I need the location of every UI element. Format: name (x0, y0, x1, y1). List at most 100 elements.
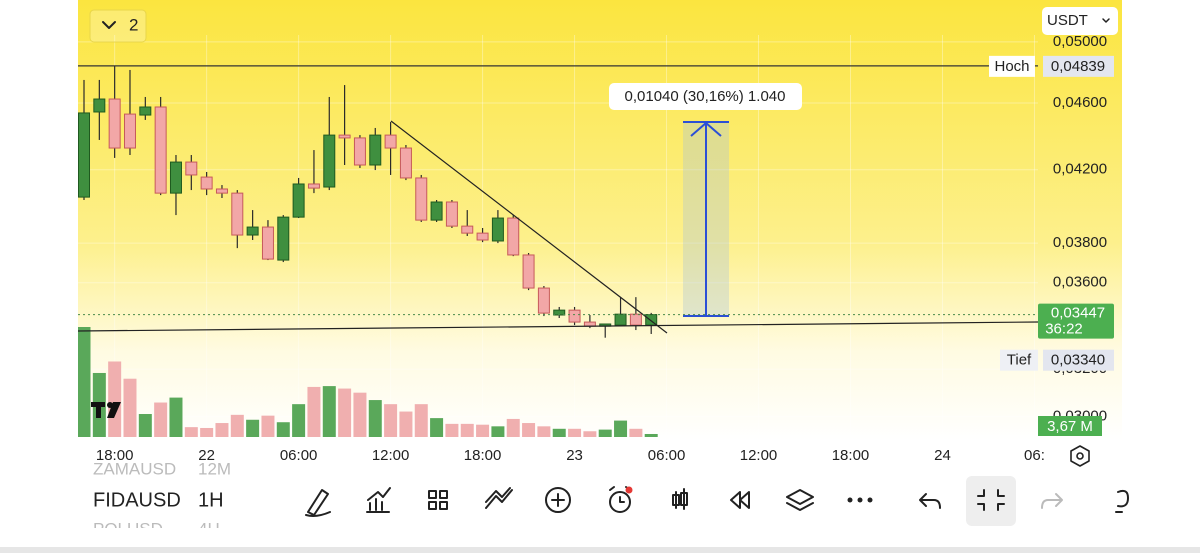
candle-body (139, 106, 152, 116)
y-tick-label: 0,04200 (1053, 161, 1107, 178)
chart-background (78, 0, 1122, 440)
candle-body (185, 161, 198, 176)
y-tick-label: 0,04600 (1053, 94, 1107, 111)
candle-body (583, 321, 596, 327)
candle-body (200, 176, 213, 190)
draw-tool[interactable] (305, 489, 331, 517)
volume-bar (154, 402, 168, 437)
volume-bar (123, 378, 137, 437)
chart-type[interactable] (672, 488, 688, 510)
candle-body (522, 254, 535, 289)
alert[interactable] (609, 491, 631, 513)
candle-body (323, 134, 336, 188)
volume-bar (184, 427, 198, 437)
x-tick-label: 18:00 (832, 447, 870, 464)
volume-bar (414, 404, 428, 437)
interval[interactable]: 1H (198, 489, 224, 511)
candle-body (507, 217, 520, 256)
candle-body (154, 106, 167, 194)
legend-toggle[interactable] (89, 9, 147, 43)
volume-bar (430, 418, 444, 437)
trend-line (390, 120, 668, 334)
candle-body (307, 183, 320, 189)
candle-body (476, 232, 489, 241)
volume-bar (506, 418, 520, 437)
volume-bar (307, 386, 321, 437)
prev-symbol[interactable]: ZAMAUSD (93, 459, 176, 478)
volume-bar (552, 428, 566, 437)
volume-label: 3,67 M (1047, 418, 1093, 435)
volume-bar (138, 414, 152, 437)
undo[interactable] (919, 493, 941, 509)
last-price: 0,03447 (1051, 305, 1105, 322)
high-name: Hoch (994, 58, 1029, 75)
layers[interactable] (786, 489, 814, 511)
volume-bar (215, 423, 229, 437)
alert-dot (625, 486, 633, 494)
next-interval[interactable]: 4H (198, 519, 220, 538)
fullscreen (977, 489, 1005, 511)
replay[interactable] (730, 491, 750, 509)
low-value: 0,03340 (1051, 352, 1105, 369)
last-price-box (1038, 303, 1114, 339)
redo[interactable] (1041, 493, 1063, 509)
volume-bar (368, 400, 382, 437)
volume-bar (246, 419, 260, 437)
add-plus (551, 493, 565, 507)
candle-body (415, 177, 428, 221)
measure-arrowhead (690, 121, 722, 137)
high-value: 0,04839 (1051, 58, 1105, 75)
prev-interval[interactable]: 12M (198, 459, 231, 478)
candle-body (430, 201, 443, 221)
axis-settings-dot (1076, 452, 1084, 460)
candle-body (261, 226, 274, 260)
fullscreen-bg[interactable] (966, 476, 1016, 526)
volume-bar (78, 327, 91, 437)
volume-bar (230, 414, 244, 437)
candle-body (231, 192, 244, 236)
candle-body (292, 183, 305, 218)
support-line (77, 321, 1039, 332)
high-value-box (1043, 55, 1114, 77)
candle-body (246, 226, 259, 236)
low-value-box (1043, 349, 1114, 371)
volume-bar (322, 386, 336, 437)
toolbar-icons (305, 476, 1129, 526)
ideas[interactable] (1115, 489, 1129, 513)
indicators[interactable] (366, 487, 391, 513)
candle-body (123, 113, 136, 149)
templates[interactable] (428, 490, 448, 510)
legend-count: 2 (129, 15, 138, 34)
x-tick-label: 24 (934, 447, 951, 464)
compare[interactable] (485, 487, 513, 509)
volume-bar (491, 426, 505, 437)
candle-body (629, 313, 642, 326)
volume-bar (537, 426, 551, 437)
volume-bar (338, 388, 352, 437)
axis-settings[interactable] (1070, 445, 1090, 467)
volume-bar (522, 423, 536, 437)
candle-body (78, 112, 90, 198)
next-symbol[interactable]: POLUSD (93, 519, 163, 538)
more-dot (867, 497, 873, 503)
axis-layer: 0,050000,046000,042000,038000,036000,032… (78, 33, 1114, 464)
candle-body (93, 98, 106, 113)
candle-body (384, 134, 397, 149)
symbol[interactable]: FIDAUSD (93, 489, 181, 511)
x-tick-label: 22 (198, 447, 215, 464)
volume-bar (276, 422, 290, 437)
volume-bar (261, 415, 275, 437)
logo (91, 402, 121, 418)
volume-bar (384, 404, 398, 437)
candle-body (445, 201, 458, 227)
y-tick-label: 0,05000 (1053, 33, 1107, 50)
candle-body (614, 313, 627, 326)
candle-body (277, 216, 290, 261)
currency-select[interactable] (1042, 7, 1118, 35)
add[interactable] (545, 487, 571, 513)
currency-chevron (1102, 18, 1110, 23)
more-dot[interactable] (847, 497, 853, 503)
countdown: 36:22 (1045, 321, 1083, 338)
